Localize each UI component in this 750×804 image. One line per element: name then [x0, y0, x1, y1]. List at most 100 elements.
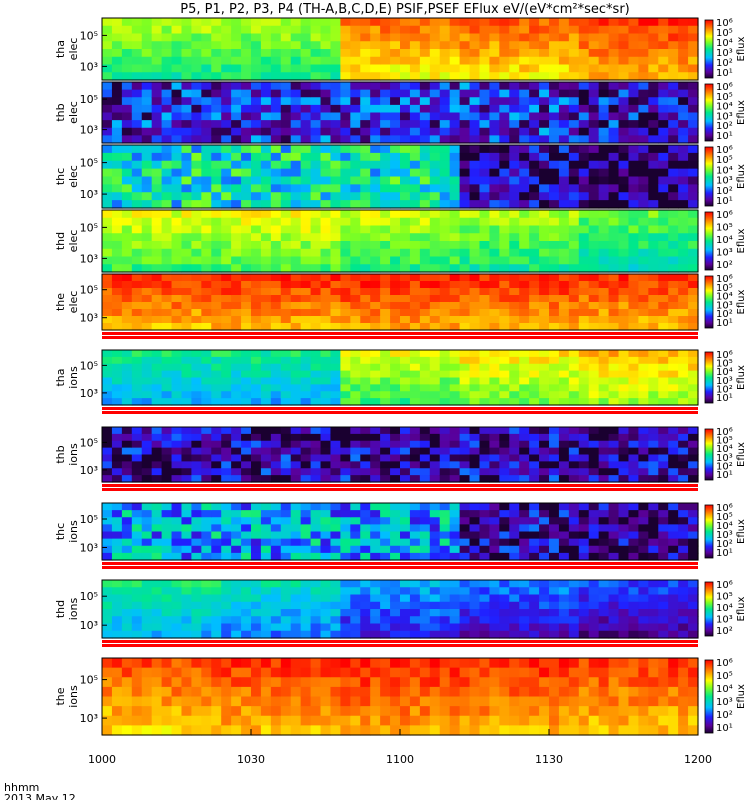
heatmap-cell: [678, 274, 689, 282]
heatmap-cell: [400, 49, 411, 58]
heatmap-cell: [290, 18, 302, 27]
heatmap-cell: [141, 288, 153, 296]
heatmap-cell: [211, 623, 222, 632]
heatmap-cell: [549, 316, 560, 324]
heatmap-cell: [648, 152, 659, 162]
heatmap-cell: [241, 248, 252, 258]
heatmap-cell: [608, 18, 620, 27]
heatmap-cell: [519, 56, 530, 66]
heatmap-cell: [628, 210, 639, 219]
heatmap-cell: [320, 616, 332, 625]
heatmap-cell: [201, 217, 212, 227]
heatmap-cell: [300, 104, 312, 114]
heatmap-cell: [290, 210, 302, 219]
heatmap-cell: [638, 316, 649, 324]
heatmap-cell: [320, 398, 332, 406]
heatmap-cell: [628, 616, 639, 625]
heatmap-cell: [568, 104, 580, 114]
heatmap-cell: [340, 531, 351, 540]
heatmap-cell: [102, 264, 113, 273]
heatmap-cell: [131, 241, 143, 250]
heatmap-cell: [121, 545, 133, 554]
heatmap-cell: [688, 377, 699, 385]
heatmap-cell: [578, 302, 590, 310]
heatmap-cell: [131, 531, 143, 540]
heatmap-cell: [151, 630, 163, 639]
heatmap-cell: [459, 517, 471, 525]
heatmap-cell: [380, 454, 391, 462]
heatmap-cell: [568, 82, 580, 91]
heatmap-cell: [588, 531, 600, 540]
heatmap-cell: [638, 433, 649, 442]
heatmap-cell: [628, 18, 639, 27]
heatmap-cell: [151, 461, 163, 469]
heatmap-cell: [171, 112, 183, 121]
heatmap-cell: [628, 531, 639, 540]
heatmap-cell: [598, 184, 610, 193]
heatmap-cell: [121, 468, 133, 476]
heatmap-cell: [370, 427, 381, 435]
heatmap-cell: [519, 302, 530, 310]
heatmap-cell: [131, 89, 143, 98]
heatmap-cell: [320, 552, 332, 561]
heatmap-cell: [320, 135, 332, 144]
heatmap-cell: [459, 233, 471, 242]
heatmap-cell: [211, 64, 222, 73]
heatmap-cell: [141, 323, 153, 331]
heatmap-cell: [618, 82, 630, 91]
heatmap-cell: [191, 538, 202, 547]
heatmap-cell: [300, 609, 312, 617]
heatmap-cell: [658, 127, 669, 136]
heatmap-cell: [390, 503, 401, 511]
heatmap-cell: [449, 295, 461, 303]
heatmap-cell: [469, 454, 481, 462]
heatmap-cell: [429, 545, 441, 554]
heatmap-cell: [141, 461, 153, 469]
heatmap-cell: [688, 350, 699, 358]
heatmap-cell: [539, 25, 550, 35]
heatmap-cell: [141, 725, 153, 736]
heatmap-cell: [509, 623, 520, 632]
heatmap-cell: [350, 725, 361, 736]
heatmap-cell: [678, 225, 689, 234]
heatmap-cell: [131, 356, 143, 365]
heatmap-cell: [628, 667, 639, 678]
heatmap-cell: [221, 545, 232, 554]
heatmap-cell: [479, 192, 490, 201]
panel-frame: [101, 273, 699, 331]
heatmap-cell: [380, 18, 391, 27]
heatmap-cell: [539, 112, 550, 121]
heatmap-cell: [310, 433, 322, 442]
heatmap-cell: [429, 210, 441, 219]
heatmap-cell: [608, 696, 620, 707]
heatmap-cell: [509, 377, 520, 385]
heatmap-cell: [558, 510, 570, 518]
heatmap-cell: [549, 288, 560, 296]
heatmap-cell: [568, 609, 580, 617]
heatmap-cell: [102, 323, 113, 331]
heatmap-cell: [529, 309, 540, 317]
heatmap-cell: [221, 363, 232, 372]
heatmap-cell: [499, 112, 510, 121]
heatmap-cell: [300, 82, 312, 91]
heatmap-cell: [409, 725, 421, 736]
heatmap-cell: [419, 531, 431, 540]
heatmap-cell: [300, 241, 312, 250]
heatmap-cell: [479, 97, 490, 106]
heatmap-cell: [449, 97, 461, 106]
heatmap-cell: [171, 468, 183, 476]
heatmap-cell: [429, 706, 441, 717]
heatmap-cell: [380, 248, 391, 258]
heatmap-cell: [111, 323, 123, 331]
heatmap-cell: [459, 510, 471, 518]
heatmap-cell: [638, 686, 649, 698]
heatmap-cell: [479, 82, 490, 91]
heatmap-cell: [181, 552, 192, 561]
heatmap-cell: [499, 616, 510, 625]
heatmap-cell: [181, 391, 192, 399]
heatmap-cell: [161, 184, 173, 193]
heatmap-cell: [598, 309, 610, 317]
heatmap-cell: [320, 41, 332, 50]
heatmap-cell: [191, 200, 202, 209]
heatmap-cell: [588, 192, 600, 201]
